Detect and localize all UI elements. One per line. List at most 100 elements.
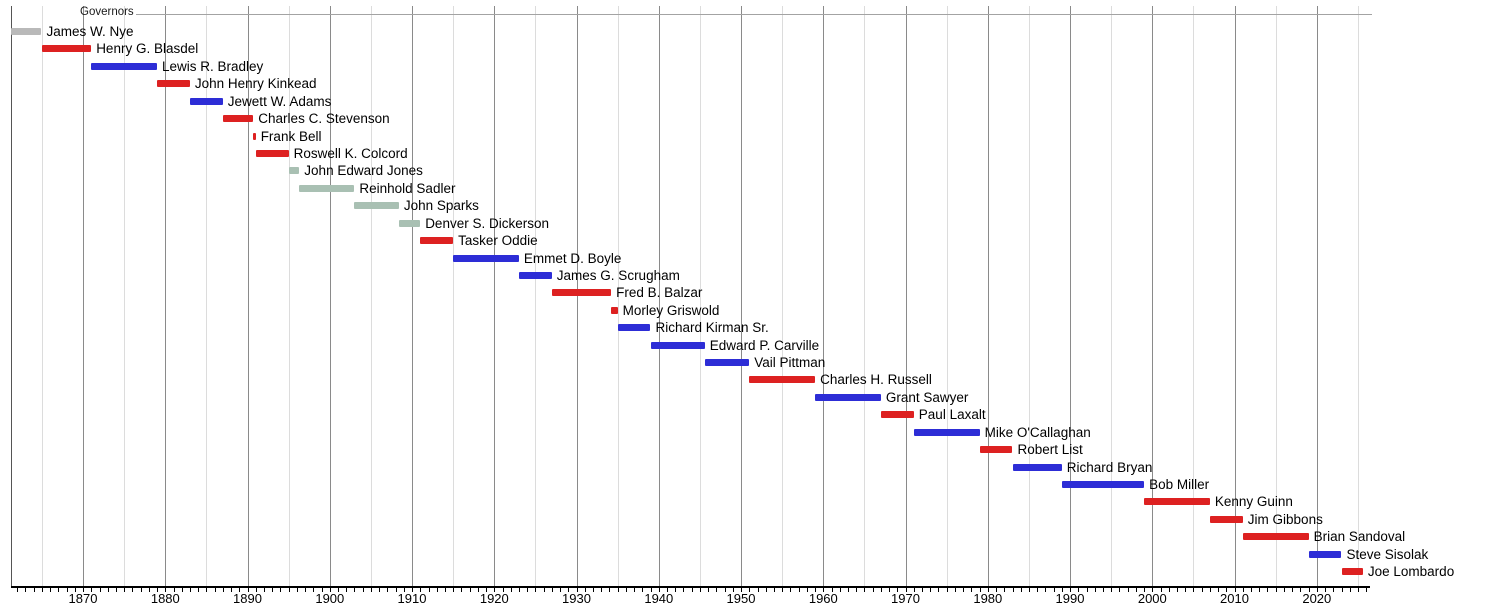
axis-tick xyxy=(979,588,981,592)
axis-tick xyxy=(1127,588,1129,592)
gridline-1920 xyxy=(494,6,496,587)
axis-tick xyxy=(880,588,882,592)
axis-tick xyxy=(667,588,668,592)
gridline-1890 xyxy=(247,6,249,587)
axis-tick xyxy=(708,588,710,592)
axis-tick xyxy=(1004,588,1006,592)
gridline-2000 xyxy=(1152,6,1154,587)
axis-label: 1940 xyxy=(644,591,674,606)
axis-tick xyxy=(313,588,315,592)
bar-label: Henry G. Blasdel xyxy=(96,41,199,57)
axis-tick xyxy=(1259,588,1261,592)
gridline-2015 xyxy=(1275,6,1277,587)
axis-tick xyxy=(124,588,126,592)
bar-label: James W. Nye xyxy=(46,24,134,39)
axis-tick xyxy=(930,588,932,592)
axis-tick xyxy=(971,588,973,592)
axis-tick xyxy=(420,588,422,592)
axis-tick xyxy=(91,588,93,592)
timeline-bar xyxy=(1012,463,1062,471)
axis-tick xyxy=(823,588,825,592)
axis-tick xyxy=(1012,588,1014,592)
axis-tick xyxy=(428,588,430,592)
axis-tick xyxy=(494,588,496,592)
bar-label: Kenny Guinn xyxy=(1214,494,1293,510)
axis-tick xyxy=(1028,588,1030,592)
axis-tick xyxy=(625,588,627,592)
timeline-bar xyxy=(453,254,519,262)
gridline-1995 xyxy=(1111,6,1113,587)
axis-tick xyxy=(379,588,381,592)
axis-tick xyxy=(99,588,101,592)
axis-tick xyxy=(1152,588,1154,592)
axis-tick xyxy=(1177,588,1178,592)
timeline-bar xyxy=(253,132,256,140)
bar-label: Denver S. Dickerson xyxy=(425,215,549,231)
axis-tick xyxy=(296,588,298,592)
timeline-bar xyxy=(255,149,289,157)
axis-tick xyxy=(280,588,282,592)
gridline-1960 xyxy=(823,6,825,587)
axis-tick xyxy=(798,588,800,592)
gridline-1870 xyxy=(83,6,84,587)
gridline-1980 xyxy=(987,6,989,587)
timeline-bar xyxy=(420,237,454,244)
axis-tick xyxy=(683,588,685,592)
axis-tick xyxy=(543,588,545,592)
bar-label: Vail Pittman xyxy=(754,355,826,370)
axis-tick xyxy=(198,588,200,592)
axis-tick xyxy=(486,588,487,592)
axis-tick xyxy=(25,588,27,592)
axis-label: 1970 xyxy=(891,591,920,606)
axis-tick xyxy=(1251,588,1252,592)
bar-label: Reinhold Sadler xyxy=(359,180,456,196)
axis-tick xyxy=(387,588,389,592)
bar-label: Grant Sawyer xyxy=(885,389,969,405)
axis-tick xyxy=(181,588,183,592)
axis-tick xyxy=(1045,588,1047,592)
axis-tick xyxy=(264,588,265,592)
gridline-1925 xyxy=(535,6,537,587)
bar-label: John Edward Jones xyxy=(304,163,423,179)
axis-label: 1950 xyxy=(726,591,756,606)
axis-tick xyxy=(1325,588,1326,592)
timeline-bar xyxy=(354,202,399,210)
axis-tick xyxy=(247,588,249,592)
axis-tick xyxy=(510,588,512,592)
axis-tick xyxy=(1292,588,1294,592)
axis-tick xyxy=(675,588,677,592)
gridline-1880 xyxy=(165,6,167,587)
axis-tick xyxy=(115,588,117,592)
axis-tick xyxy=(889,588,891,592)
axis-tick xyxy=(856,588,858,592)
axis-tick xyxy=(749,588,751,592)
bar-label: Edward P. Carville xyxy=(709,337,820,353)
timeline-bar xyxy=(611,306,618,314)
gridline-1910 xyxy=(412,6,413,587)
gridline-2020 xyxy=(1316,6,1318,587)
axis-label: 1870 xyxy=(68,591,98,606)
axis-tick xyxy=(288,588,290,592)
axis-tick xyxy=(634,588,636,592)
axis-tick xyxy=(354,588,356,592)
axis-tick xyxy=(732,588,734,592)
bar-label: Roswell K. Colcord xyxy=(293,145,408,161)
timeline-bar xyxy=(1144,498,1210,506)
axis-tick xyxy=(74,588,76,592)
axis-tick xyxy=(1061,588,1063,592)
axis-tick xyxy=(58,588,60,592)
bar-label: Robert List xyxy=(1017,442,1083,458)
axis-tick xyxy=(66,588,68,592)
axis-tick xyxy=(716,588,718,592)
axis-tick xyxy=(773,588,775,592)
bar-label: Paul Laxalt xyxy=(918,407,986,423)
axis-tick xyxy=(255,588,257,592)
axis-tick xyxy=(897,588,899,592)
axis-tick xyxy=(206,588,208,592)
axis-tick xyxy=(1209,588,1211,592)
axis-tick xyxy=(1366,588,1368,592)
axis-tick xyxy=(412,588,413,592)
axis-tick xyxy=(1218,588,1220,592)
axis-tick xyxy=(148,588,150,592)
gridline-1985 xyxy=(1028,6,1030,587)
